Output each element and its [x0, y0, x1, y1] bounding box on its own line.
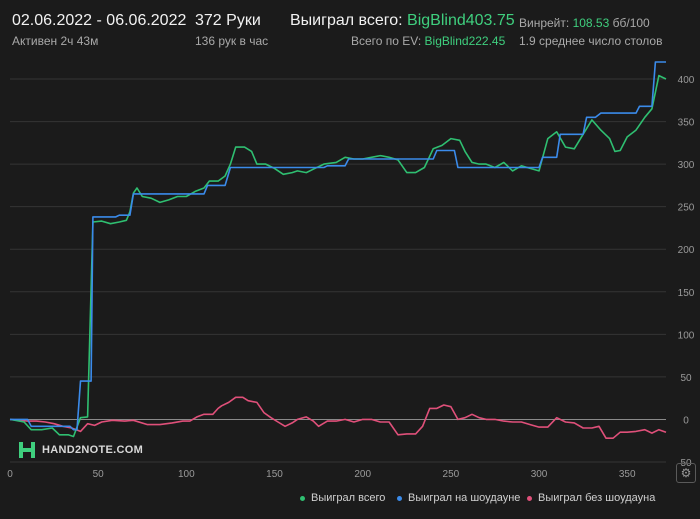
hand2note-icon: [19, 442, 35, 458]
winrate-unit: бб/100: [612, 16, 650, 30]
chart-grid: [10, 78, 666, 463]
winrate-value: 108.53: [572, 16, 610, 30]
legend-item-no-showdown[interactable]: Выиграл без шоудауна: [527, 492, 655, 504]
x-tick-label: 0: [7, 469, 13, 480]
y-tick-label: 400: [678, 75, 695, 86]
legend-dot-icon: [300, 495, 305, 501]
legend-label-no-showdown: Выиграл без шоудауна: [538, 492, 656, 504]
x-tick-label: 100: [178, 469, 195, 480]
y-tick-label: 0: [683, 415, 689, 426]
winrate: Винрейт: 108.53 бб/100: [519, 16, 650, 30]
y-tick-label: 50: [680, 373, 692, 384]
x-tick-label: 200: [354, 469, 371, 480]
y-tick-label: 200: [678, 245, 695, 256]
y-tick-label: 300: [678, 160, 695, 171]
hands-count: 372 Руки: [195, 12, 261, 29]
avg-tables: 1.9 среднее число столов: [519, 34, 663, 48]
ev-total: Всего по EV: BigBlind222.45: [351, 34, 505, 48]
x-tick-label: 150: [266, 469, 283, 480]
session-header: 02.06.2022 - 06.06.2022 Активен 2ч 43м 3…: [0, 0, 700, 52]
winrate-label: Винрейт:: [519, 16, 570, 30]
legend-dot-icon: [527, 495, 532, 501]
legend-label-showdown: Выиграл на шоудауне: [408, 492, 521, 504]
series-line-total: [9, 74, 667, 438]
active-time: Активен 2ч 43м: [12, 34, 99, 48]
y-tick-label: 150: [678, 288, 695, 299]
chart-series: [9, 61, 667, 439]
legend-label-total: Выиграл всего: [311, 492, 386, 504]
x-tick-label: 250: [443, 469, 460, 480]
series-line-no-showdown: [9, 396, 667, 439]
settings-gear-icon[interactable]: ⚙: [676, 463, 696, 483]
y-tick-label: 100: [678, 330, 695, 341]
logo-text: HAND2NOTE.COM: [42, 444, 144, 456]
hands-per-hour: 136 рук в час: [195, 34, 269, 48]
ev-value: BigBlind222.45: [424, 34, 506, 48]
legend-item-showdown[interactable]: Выиграл на шоудауне: [397, 492, 520, 504]
winnings-chart: 400 350 300 250 200 150 100 50 0 50 0 50 100 150 200 2…: [7, 61, 695, 480]
x-tick-label: 50: [93, 469, 105, 480]
won-total-value: BigBlind403.75: [407, 12, 515, 29]
x-tick-label: 300: [531, 469, 548, 480]
y-tick-label: 350: [678, 118, 695, 129]
ev-label: Всего по EV:: [351, 34, 422, 48]
x-axis: 0 50 100 150 200 250 300 350: [7, 469, 636, 480]
x-tick-label: 350: [619, 469, 636, 480]
date-range: 02.06.2022 - 06.06.2022: [12, 12, 187, 29]
legend-item-total[interactable]: Выиграл всего: [300, 492, 385, 504]
legend-dot-icon: [397, 495, 402, 501]
won-total-label: Выиграл всего:: [290, 12, 403, 29]
y-tick-label: 250: [678, 203, 695, 214]
hand2note-logo: HAND2NOTE.COM: [18, 441, 143, 459]
series-line-showdown: [10, 61, 666, 431]
won-total: Выиграл всего: BigBlind403.75: [290, 12, 515, 30]
